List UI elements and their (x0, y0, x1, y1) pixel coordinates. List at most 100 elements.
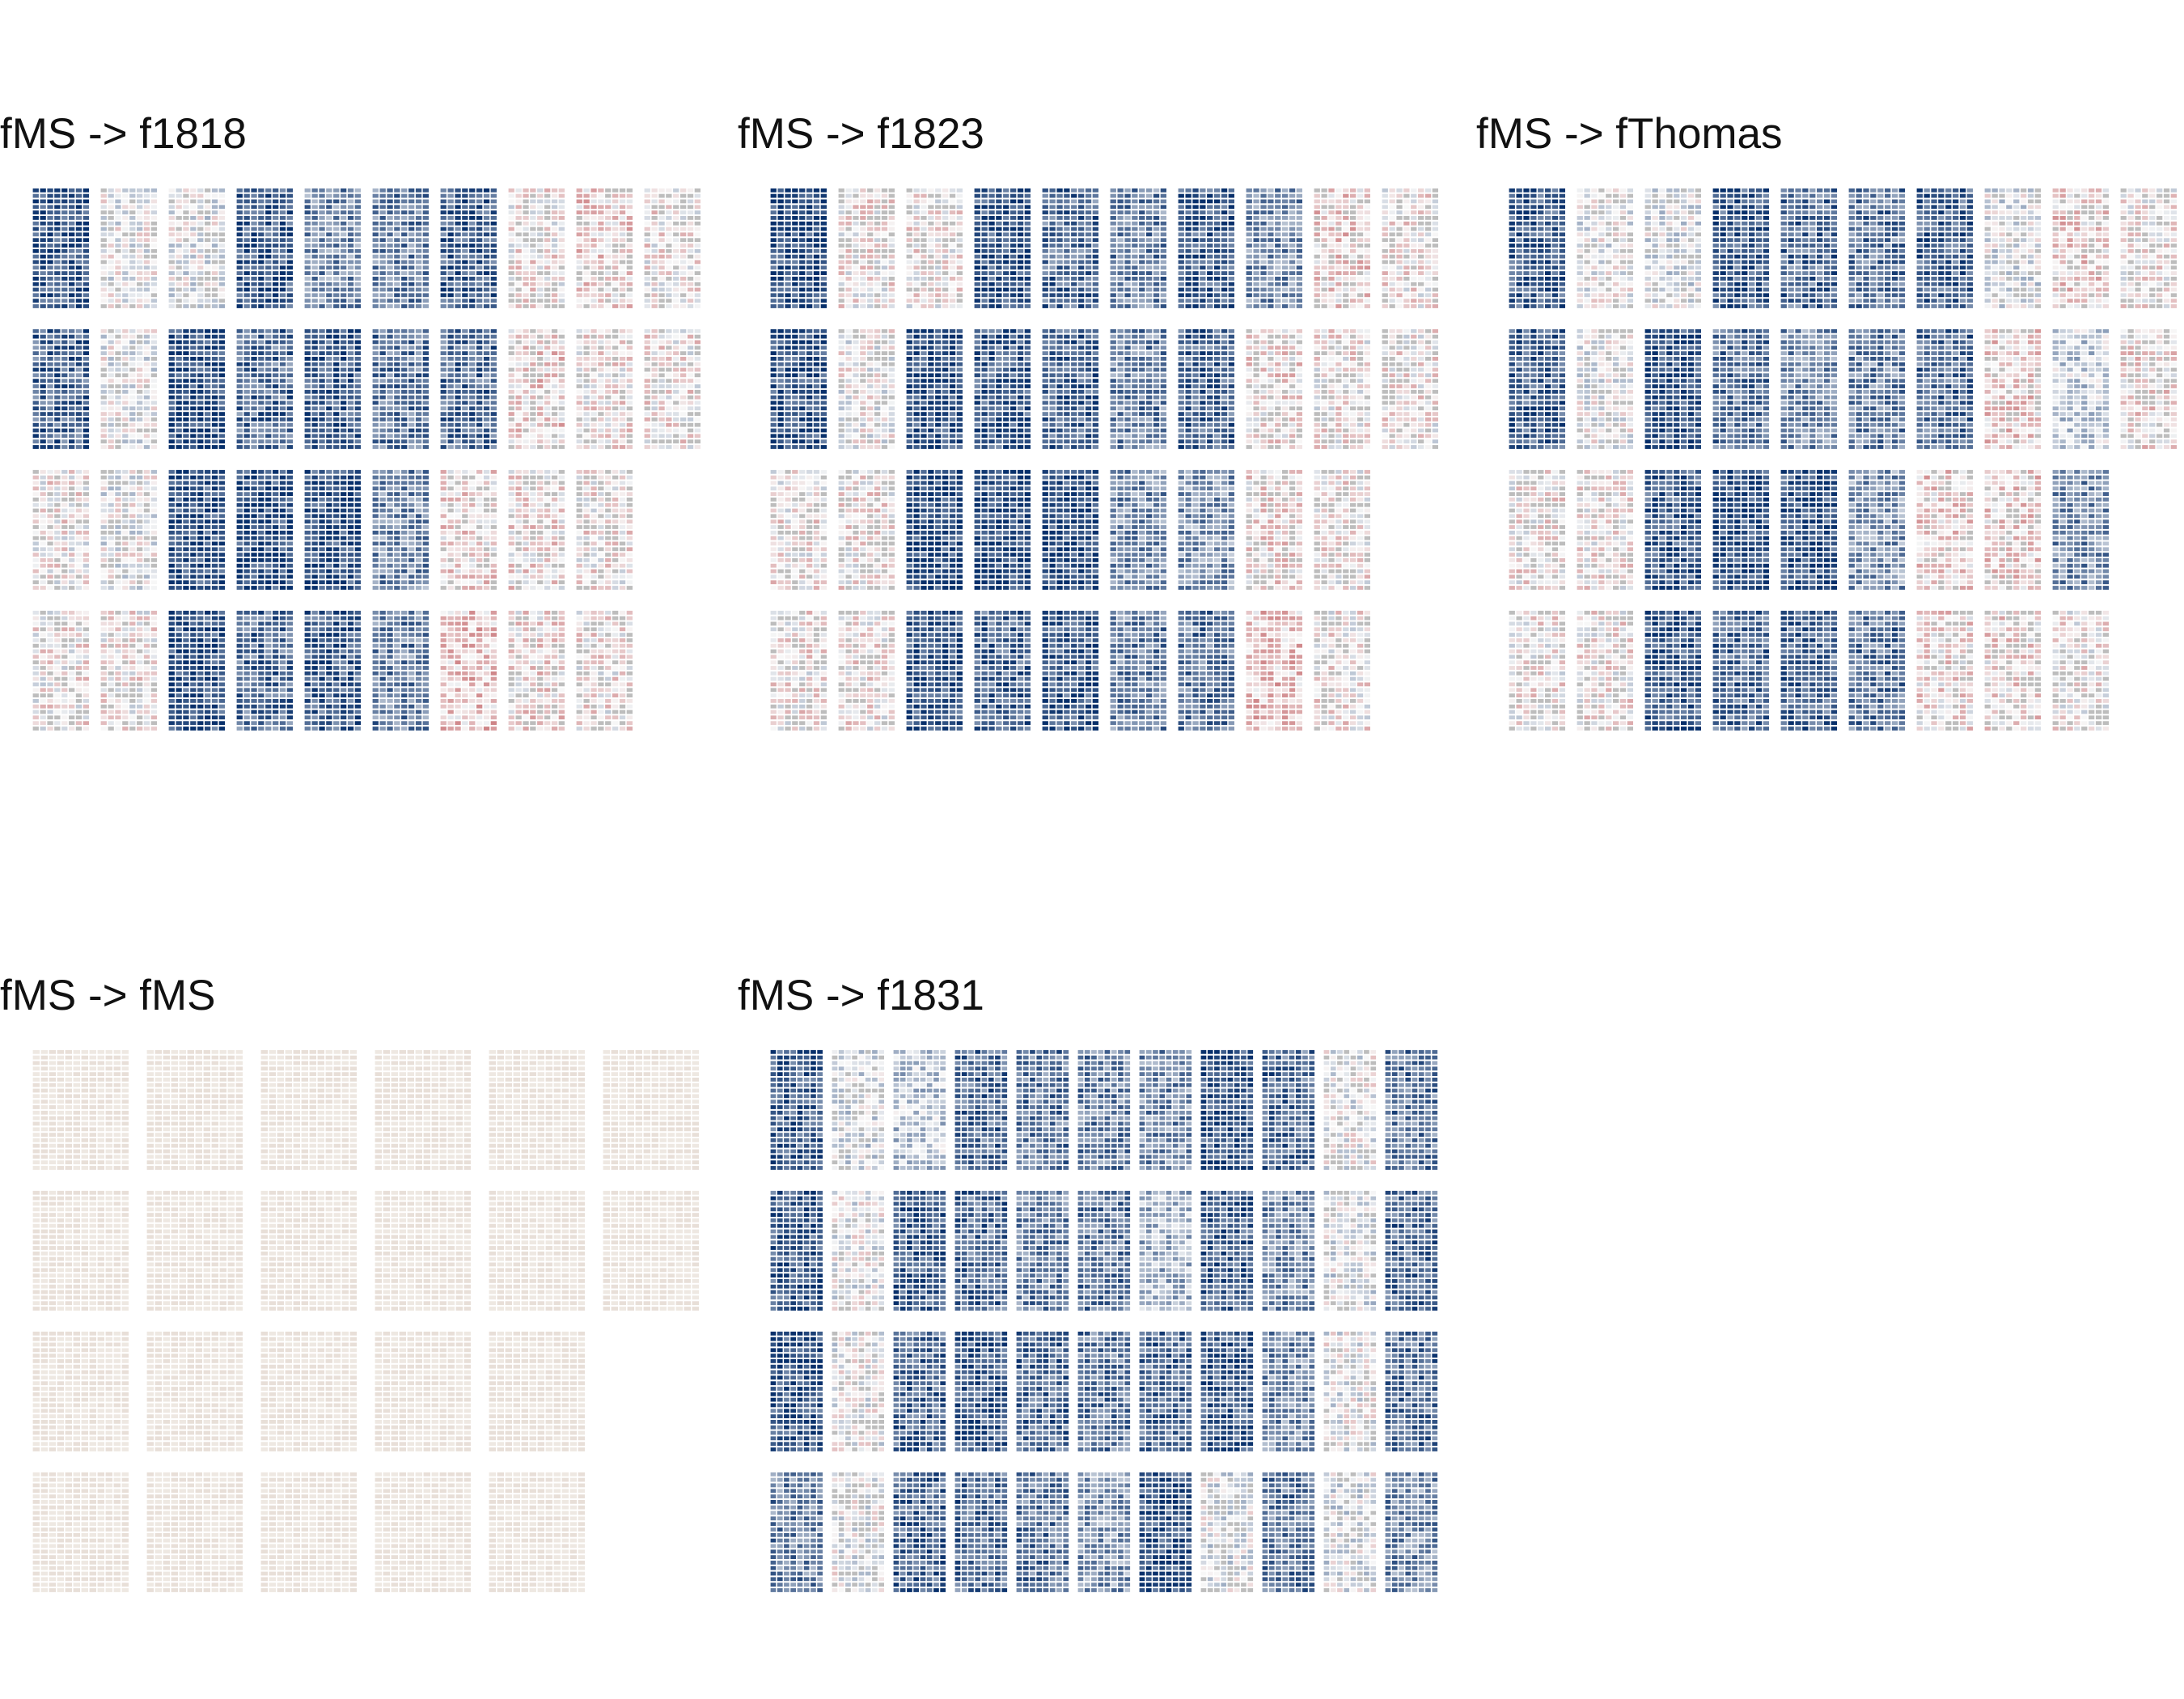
heatmap-cell (483, 260, 490, 265)
heatmap-cell (605, 400, 612, 405)
heatmap-cell (143, 395, 150, 400)
heatmap-cell (183, 334, 189, 339)
heatmap-cell (658, 221, 665, 226)
heatmap-cell (258, 469, 265, 474)
heatmap-cell (483, 586, 490, 590)
heatmap-cell (143, 287, 150, 292)
heatmap-cell (341, 445, 347, 449)
heatmap-cell (304, 492, 311, 496)
heatmap-cell (258, 232, 265, 237)
heatmap-cell (490, 340, 497, 345)
heatmap-cell (32, 536, 39, 540)
heatmap-cell (590, 417, 597, 422)
heatmap-cell (354, 541, 361, 546)
heatmap-cell (243, 345, 250, 350)
heatmap-cell (680, 260, 687, 265)
heatmap-cell (236, 199, 243, 204)
heatmap-cell (197, 210, 204, 214)
heatmap-cell (598, 328, 604, 333)
heatmap-cell (544, 439, 551, 444)
heatmap-cell (286, 519, 293, 524)
heatmap-cell (176, 328, 182, 333)
heatmap-cell (394, 439, 400, 444)
heatmap-cell (176, 553, 182, 557)
heatmap-cell (583, 199, 590, 204)
heatmap-cell (32, 188, 39, 193)
heatmap-cell (326, 345, 332, 350)
heatmap-cell (415, 541, 422, 546)
heatmap-cell (469, 536, 476, 540)
heatmap-cell (523, 248, 529, 253)
heatmap-cell (544, 574, 551, 579)
heatmap-cell (61, 400, 68, 405)
heatmap-cell (61, 248, 68, 253)
heatmap-cell (32, 328, 39, 333)
heatmap-cell (422, 569, 429, 574)
heatmap-cell (61, 514, 68, 519)
heatmap-cell (326, 277, 332, 281)
heatmap-cell (379, 486, 386, 491)
heatmap-cell (694, 373, 700, 378)
heatmap-cell (47, 400, 53, 405)
heatmap-cell (61, 530, 68, 535)
heatmap-cell (150, 586, 157, 590)
heatmap-cell (394, 422, 400, 427)
heatmap-cell (651, 351, 658, 355)
heatmap-cell (83, 563, 89, 568)
heatmap-cell (108, 216, 114, 220)
heatmap-cell (401, 210, 408, 214)
heatmap-cell (694, 445, 700, 449)
heatmap-cell (75, 530, 83, 535)
heatmap-cell (75, 547, 83, 552)
heatmap-cell (372, 357, 379, 361)
heatmap-cell (197, 244, 204, 248)
heatmap-cell (304, 244, 311, 248)
heatmap-cell (115, 357, 121, 361)
heatmap-cell (447, 580, 454, 585)
heatmap-cell (583, 400, 590, 405)
heatmap-cell (354, 345, 361, 350)
heatmap-cell (258, 547, 265, 552)
heatmap-cell (83, 412, 89, 416)
heatmap-cell (176, 293, 182, 298)
heatmap-cell (551, 519, 558, 524)
heatmap-cell (129, 205, 136, 210)
heatmap-cell (605, 475, 612, 480)
heatmap-cell (40, 282, 46, 286)
heatmap-cell (265, 569, 272, 574)
heatmap-cell (680, 304, 687, 308)
heatmap-cell (401, 412, 408, 416)
heatmap-cell (394, 188, 400, 193)
heatmap-cell (273, 412, 279, 416)
heatmap-cell (205, 502, 211, 507)
heatmap-cell (197, 221, 204, 226)
heatmap-cell (440, 469, 447, 474)
heatmap-cell (551, 232, 558, 237)
heatmap-cell (168, 519, 175, 524)
heatmap-cell (401, 525, 408, 529)
heatmap-cell (673, 334, 679, 339)
facet-1-9 (576, 188, 633, 308)
heatmap-cell (251, 492, 257, 496)
heatmap-cell (326, 553, 332, 557)
heatmap-cell (129, 439, 136, 444)
heatmap-cell (422, 563, 429, 568)
heatmap-cell (273, 406, 279, 411)
heatmap-cell (508, 492, 514, 496)
heatmap-cell (47, 282, 53, 286)
heatmap-cell (137, 334, 143, 339)
heatmap-cell (544, 188, 551, 193)
heatmap-cell (236, 412, 243, 416)
heatmap-cell (190, 514, 197, 519)
heatmap-cell (40, 439, 46, 444)
heatmap-cell (251, 475, 257, 480)
heatmap-cell (544, 428, 551, 433)
heatmap-cell (469, 384, 476, 388)
heatmap-cell (619, 379, 626, 383)
heatmap-cell (100, 362, 107, 366)
heatmap-cell (576, 227, 582, 231)
heatmap-cell (415, 389, 422, 394)
heatmap-cell (319, 508, 325, 513)
heatmap-cell (462, 481, 468, 485)
heatmap-cell (644, 400, 650, 405)
